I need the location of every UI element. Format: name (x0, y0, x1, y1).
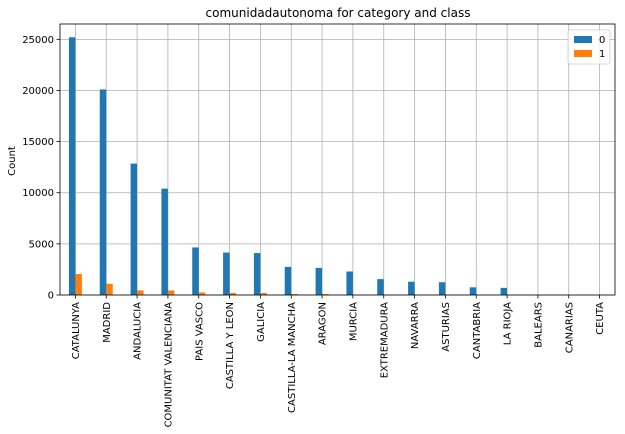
bar-series-0-aragon (315, 267, 323, 295)
x-tick-label: CATALUNYA (71, 302, 82, 359)
chart-title: comunidadautonoma for category and class (206, 6, 471, 20)
y-tick-label: 25000 (22, 35, 54, 46)
x-tick-label: GALICIA (256, 302, 267, 342)
y-ticks: 0 5000 10000 15000 20000 25000 (22, 35, 60, 302)
bar-series-1-pais-vasco (198, 292, 206, 295)
bar-series-0-madrid (99, 89, 107, 295)
bar-series-0-galicia (253, 253, 261, 295)
bar-series-0-murcia (346, 271, 353, 295)
bar-series-0-cantabria (469, 287, 477, 295)
plot-frame (59, 23, 616, 296)
bar-series-0-asturias (438, 282, 446, 295)
legend-label-1: 1 (599, 49, 605, 60)
x-tick-label: ARAGON (318, 302, 329, 345)
y-tick-label: 15000 (22, 137, 54, 148)
x-tick-label: MADRID (102, 302, 113, 343)
bar-series-1-catalunya (75, 274, 82, 295)
bar-series-1-madrid (106, 283, 113, 295)
x-tick-label: LA RIOJA (503, 302, 514, 345)
legend-label-0: 0 (599, 35, 605, 46)
bar-series-0-catalunya (68, 37, 76, 295)
bar-series-0-pais-vasco (192, 247, 199, 295)
bar-series-0-navarra (408, 281, 415, 295)
x-tick-label: CANARIAS (564, 302, 575, 353)
y-tick-label: 5000 (29, 239, 54, 250)
bar-series-1-comunitat-valenciana (167, 290, 175, 295)
x-tick-label: CEUTA (595, 302, 606, 335)
y-axis-label: Count (7, 146, 18, 176)
x-tick-label: ANDALUCIA (133, 302, 144, 360)
bar-series-0-castilla-la-mancha (284, 266, 292, 295)
legend: 01 (567, 29, 611, 65)
x-ticks: CATALUNYA MADRID ANDALUCIA COMUNITAT VALENC… (71, 295, 606, 427)
bar-series-0-castilla-y-leon (223, 252, 230, 295)
x-tick-label: BALEARS (533, 302, 544, 348)
x-tick-label: ASTURIAS (441, 302, 452, 352)
bar-series-0-andalucia (130, 163, 138, 295)
bar-series-1-galicia (260, 292, 267, 295)
x-tick-label: CASTILLA-LA MANCHA (287, 302, 298, 413)
x-tick-label: NAVARRA (410, 302, 421, 349)
bars-group (68, 37, 508, 295)
bar-series-1-castilla-la-mancha (291, 293, 298, 295)
legend-swatch-0 (574, 36, 592, 43)
bar-series-0-comunitat-valenciana (161, 188, 168, 295)
bar-series-0-extremadura (377, 279, 384, 295)
x-tick-label: EXTREMADURA (379, 302, 390, 378)
legend-swatch-1 (574, 50, 592, 57)
x-tick-label: CASTILLA Y LEON (225, 302, 236, 389)
x-tick-label: COMUNITAT VALENCIANA (163, 302, 174, 428)
x-tick-label: CANTABRIA (472, 302, 483, 359)
bar-series-1-aragon (322, 293, 329, 295)
bar-series-1-castilla-y-leon (229, 292, 237, 295)
x-tick-label: MURCIA (348, 302, 359, 341)
y-tick-label: 0 (48, 291, 54, 302)
grid-lines (60, 24, 615, 296)
bar-series-1-andalucia (137, 290, 144, 295)
x-tick-label: PAIS VASCO (194, 302, 205, 361)
y-tick-label: 20000 (22, 86, 54, 97)
y-tick-label: 10000 (22, 188, 54, 199)
bar-series-0-la-rioja (500, 287, 508, 295)
